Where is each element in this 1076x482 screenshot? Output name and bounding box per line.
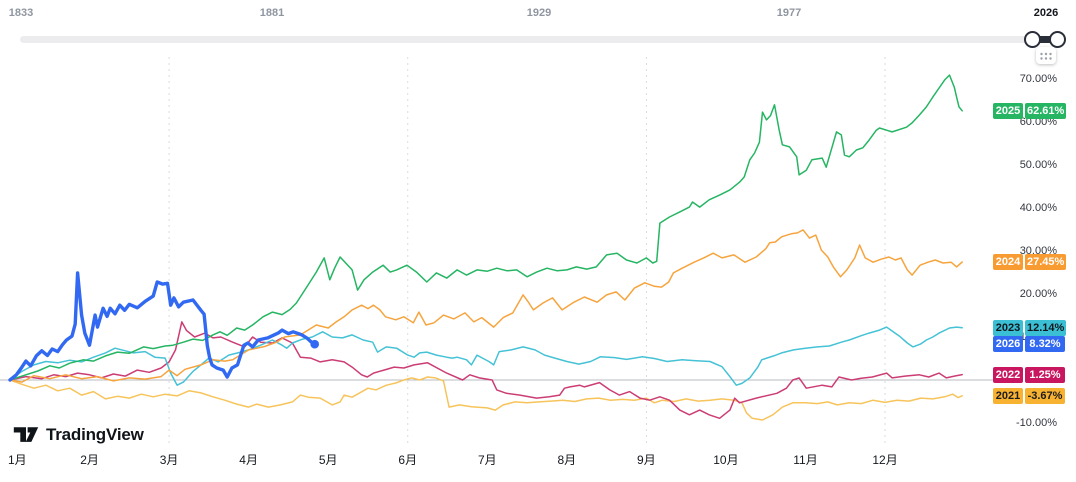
badge-year-label: 2023 (993, 319, 1023, 336)
timeline-right-handle[interactable] (1049, 31, 1066, 48)
timeline-year-label-1881: 1881 (259, 7, 285, 19)
y-axis-tick-label: 60.00% (1019, 116, 1057, 128)
series-line-2023 (9, 326, 963, 386)
series-line-2022 (9, 321, 963, 420)
badge-value-label: 12.14% (1025, 319, 1067, 336)
timeline-selected-range[interactable] (1033, 36, 1058, 43)
x-axis-month-label: 9月 (637, 453, 656, 467)
price-badge-2024: 2024 27.45% (993, 253, 1067, 270)
badge-year-label: 2024 (993, 253, 1023, 270)
logo-text: TradingView (46, 424, 144, 444)
y-axis-tick-label: 50.00% (1019, 159, 1057, 171)
timeline-year-label-1833: 1833 (8, 7, 34, 19)
x-axis-month-label: 2月 (80, 453, 99, 467)
price-badge-2021: 2021 -3.67% (993, 387, 1065, 404)
x-axis-month-label: 8月 (557, 453, 577, 467)
price-badge-2023: 2023 12.14% (993, 319, 1067, 336)
price-badge-2025: 2025 62.61% (993, 102, 1067, 119)
badge-year-label: 2021 (993, 387, 1023, 404)
x-axis-month-label: 6月 (398, 453, 418, 467)
y-axis-tick-label: 70.00% (1019, 73, 1057, 85)
badge-value-label: 62.61% (1025, 102, 1067, 119)
series-line-2021 (9, 376, 963, 421)
x-axis-month-label: 4月 (239, 453, 258, 467)
badge-value-label: 8.32% (1025, 336, 1065, 353)
six-dots-icon (1040, 52, 1052, 60)
drag-handle-button[interactable] (1036, 47, 1056, 64)
series-line-2024 (9, 229, 963, 383)
badge-value-label: -3.67% (1025, 387, 1065, 404)
timeline-year-label-1929: 1929 (526, 7, 552, 19)
badge-year-label: 2026 (993, 336, 1023, 353)
y-axis-tick-label: 20.00% (1019, 288, 1057, 300)
x-axis-month-label: 3月 (159, 453, 179, 467)
series-line-2025 (9, 74, 963, 381)
badge-year-label: 2022 (993, 366, 1023, 383)
badge-value-label: 1.25% (1025, 366, 1065, 383)
y-axis-tick-label: 40.00% (1019, 202, 1057, 214)
timeline-left-handle[interactable] (1024, 31, 1041, 48)
timeline-slider-track[interactable] (20, 36, 1058, 43)
x-axis-month-label: 1月 (8, 453, 27, 467)
x-axis-month-label: 7月 (477, 453, 497, 467)
x-axis-month-label: 10月 (713, 453, 739, 467)
x-axis-month-label: 5月 (318, 453, 338, 467)
y-axis-tick-label: -10.00% (1016, 417, 1057, 429)
series-line-2026 (8, 271, 317, 382)
last-point-marker (310, 339, 320, 349)
timeline-year-label-1977: 1977 (776, 7, 802, 19)
x-axis-month-label: 11月 (793, 453, 818, 467)
x-axis-month-label: 12月 (872, 453, 898, 467)
timeline-year-label-2026: 2026 (1033, 7, 1059, 19)
tradingview-mark-icon (13, 427, 39, 442)
tradingview-logo[interactable]: TradingView (13, 424, 144, 445)
badge-value-label: 27.45% (1025, 253, 1067, 270)
price-badge-2022: 2022 1.25% (993, 366, 1065, 383)
price-badge-2026: 2026 8.32% (993, 336, 1065, 353)
badge-year-label: 2025 (993, 102, 1023, 119)
